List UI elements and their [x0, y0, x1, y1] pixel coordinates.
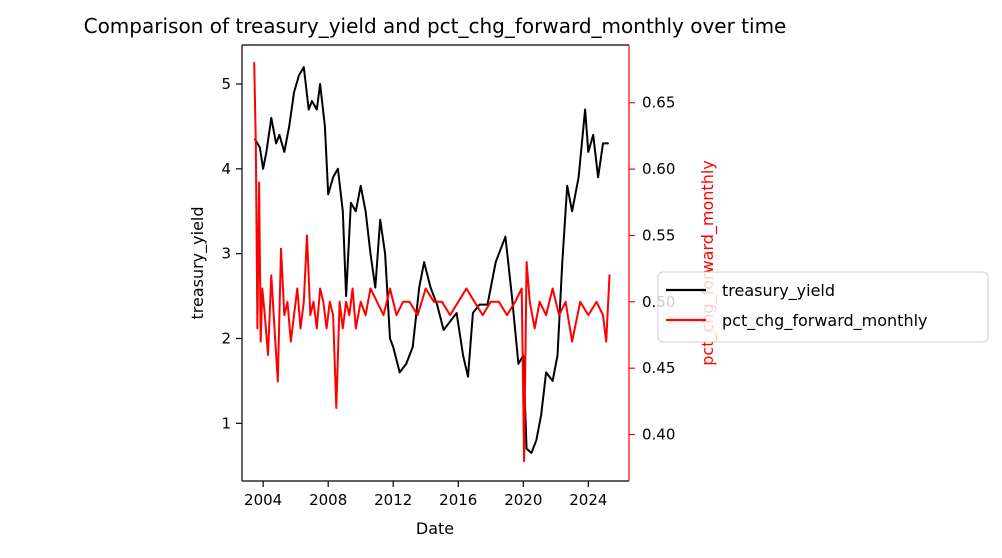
legend-label-treasury-yield: treasury_yield [722, 281, 835, 301]
x-tick-label: 2012 [374, 491, 412, 509]
series-line-treasury-yield [254, 66, 609, 454]
series-layer [253, 61, 611, 463]
series-line-pct-chg-forward-monthly [253, 61, 611, 463]
axes-layer [241, 44, 630, 482]
y-left-tick-label: 5 [221, 75, 231, 93]
x-tick-label: 2024 [569, 491, 607, 509]
y-left-tick-label: 4 [221, 160, 231, 178]
y-right-tick-label: 0.60 [642, 160, 675, 178]
legend-label-pct-chg-forward-monthly: pct_chg_forward_monthly [722, 311, 928, 331]
y-left-tick-label: 1 [221, 414, 231, 432]
x-tick-label: 2016 [439, 491, 477, 509]
x-tick-label: 2020 [504, 491, 542, 509]
legend: treasury_yield pct_chg_forward_monthly [657, 271, 989, 343]
legend-box [657, 271, 989, 343]
y-left-tick-label: 2 [221, 329, 231, 347]
y-right-ticks: 0.400.450.500.550.600.65 [629, 94, 675, 444]
y-left-ticks: 1 2 3 4 5 [221, 75, 242, 432]
x-tick-label: 2004 [244, 491, 282, 509]
y-left-tick-label: 3 [221, 245, 231, 263]
y-right-tick-label: 0.55 [642, 226, 675, 244]
x-ticks: 2004 2008 2012 2016 2020 2024 [244, 481, 607, 509]
y-right-tick-label: 0.45 [642, 359, 675, 377]
chart-title: Comparison of treasury_yield and pct_chg… [84, 14, 787, 38]
y-right-tick-label: 0.40 [642, 426, 675, 444]
y-left-axis-label: treasury_yield [188, 206, 208, 319]
x-axis-label: Date [416, 519, 454, 538]
x-tick-label: 2008 [309, 491, 347, 509]
y-right-tick-label: 0.65 [642, 94, 675, 112]
